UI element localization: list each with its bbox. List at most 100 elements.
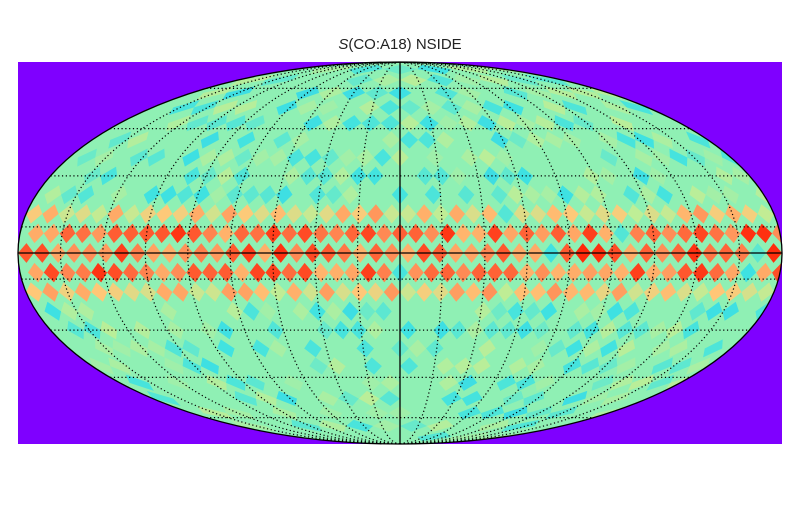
healpix-pixel — [643, 282, 661, 302]
healpix-pixel — [561, 390, 588, 407]
healpix-pixel — [416, 204, 433, 224]
healpix-pixel — [42, 204, 59, 224]
healpix-pixel — [490, 131, 509, 149]
healpix-pixel — [407, 262, 424, 283]
healpix-pixel — [732, 166, 750, 186]
healpix-pixel — [540, 301, 558, 321]
healpix-pixel — [578, 282, 596, 302]
healpix-pixel — [741, 282, 758, 302]
healpix-pixel — [265, 223, 282, 244]
healpix-pixel — [112, 339, 131, 358]
meridian-line — [399, 62, 528, 444]
healpix-pixel — [535, 115, 555, 132]
healpix-pixel — [557, 185, 574, 205]
healpix-pixel — [107, 262, 123, 283]
healpix-pixel — [286, 148, 305, 167]
healpix-pixel — [685, 131, 711, 149]
healpix-pixel — [245, 374, 265, 391]
healpix-pixel — [623, 185, 640, 205]
healpix-pixel — [319, 406, 343, 420]
healpix-pixel — [460, 148, 479, 167]
healpix-pixel — [513, 204, 531, 224]
healpix-pixel — [432, 282, 449, 302]
healpix-pixel — [95, 148, 114, 167]
healpix-pixel — [327, 357, 346, 375]
healpix-pixel — [507, 185, 525, 205]
healpix-pixel — [677, 223, 693, 244]
healpix-pixel — [441, 99, 462, 116]
healpix-pixel — [632, 166, 650, 186]
healpix-pixel — [652, 339, 670, 358]
healpix-pixel — [379, 390, 400, 407]
healpix-pixel — [490, 301, 508, 321]
healpix-pixel — [487, 223, 503, 244]
healpix-pixel — [661, 262, 678, 283]
healpix-pixel — [546, 282, 563, 302]
healpix-pixel — [309, 185, 326, 205]
healpix-pixel — [164, 357, 184, 375]
healpix-pixel — [284, 374, 304, 391]
healpix-pixel — [580, 390, 610, 407]
healpix-pixel — [448, 204, 466, 224]
healpix-pixel — [221, 282, 238, 302]
healpix-pixel — [276, 390, 297, 407]
healpix-pixel — [457, 374, 478, 391]
healpix-pixel — [376, 223, 393, 244]
healpix-pixel — [234, 390, 258, 407]
healpix-pixel — [59, 262, 76, 283]
healpix-pixel — [182, 148, 200, 167]
healpix-pixel — [646, 374, 675, 391]
healpix-pixel — [217, 148, 235, 167]
healpix-pixel — [164, 339, 183, 358]
healpix-pixel — [217, 223, 234, 244]
healpix-pixel — [233, 262, 250, 283]
healpix-pixel — [566, 320, 584, 340]
healpix-pixel — [242, 185, 260, 205]
healpix-pixel — [740, 262, 757, 283]
healpix-pixel — [154, 223, 171, 244]
healpix-pixel — [627, 374, 654, 391]
healpix-pixel — [725, 282, 742, 302]
healpix-pixel — [400, 115, 420, 132]
healpix-pixel — [433, 166, 450, 186]
healpix-pixel — [645, 223, 662, 244]
healpix-pixel — [599, 99, 632, 116]
healpix-pixel — [107, 223, 123, 244]
healpix-pixel — [186, 223, 203, 244]
healpix-pixel — [660, 282, 677, 302]
healpix-pixel — [562, 282, 579, 302]
healpix-pixel — [259, 301, 276, 321]
healpix-pixel — [234, 99, 258, 116]
healpix-pixel — [496, 374, 516, 391]
healpix-pixel — [188, 204, 205, 224]
healpix-pixel — [381, 131, 400, 149]
healpix-pixel — [426, 148, 444, 167]
healpix-pixel — [627, 282, 644, 302]
healpix-pixel — [757, 204, 774, 224]
meridian-line — [399, 62, 741, 444]
healpix-pixel — [122, 262, 139, 283]
healpix-pixel — [186, 262, 203, 283]
healpix-pixel — [477, 115, 497, 132]
healpix-pixel — [216, 320, 234, 340]
healpix-pixel — [209, 185, 227, 205]
healpix-pixel — [233, 166, 251, 186]
healpix-pixel — [613, 223, 630, 244]
healpix-pixel — [44, 185, 62, 205]
healpix-pixel — [497, 204, 514, 224]
healpix-pixel — [58, 204, 75, 224]
healpix-pixel — [627, 204, 644, 224]
healpix-pixel — [297, 262, 313, 283]
healpix-pixel — [309, 357, 328, 375]
healpix-pixel — [595, 282, 612, 302]
healpix-pixel — [465, 282, 482, 302]
healpix-pixel — [708, 262, 725, 283]
healpix-pixel — [200, 131, 219, 149]
healpix-pixel — [540, 185, 558, 205]
healpix-pixel — [319, 86, 343, 100]
healpix-pixel — [226, 374, 246, 391]
healpix-pixel — [438, 115, 458, 132]
healpix-pixel — [651, 357, 673, 375]
healpix-pixel — [361, 374, 381, 391]
healpix-pixel — [77, 185, 95, 205]
